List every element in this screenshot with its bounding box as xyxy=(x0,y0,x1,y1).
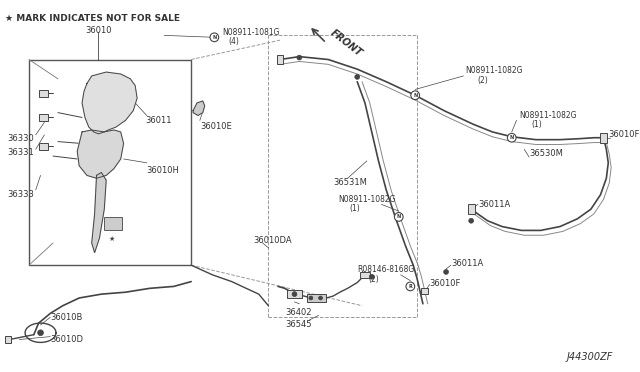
Bar xyxy=(38,143,48,150)
Text: N: N xyxy=(509,135,514,140)
Circle shape xyxy=(394,212,403,221)
Text: (2): (2) xyxy=(477,76,488,85)
Text: 36010F: 36010F xyxy=(608,130,639,139)
Text: 36010D: 36010D xyxy=(50,335,83,344)
Polygon shape xyxy=(77,130,124,178)
Text: (1): (1) xyxy=(349,204,360,214)
Text: N08911-1082G: N08911-1082G xyxy=(520,111,577,120)
Circle shape xyxy=(309,296,313,300)
Text: ★ MARK INDICATES NOT FOR SALE: ★ MARK INDICATES NOT FOR SALE xyxy=(5,14,180,23)
Text: FRONT: FRONT xyxy=(328,28,364,58)
Circle shape xyxy=(508,134,516,142)
Polygon shape xyxy=(193,101,205,116)
Text: 36010DA: 36010DA xyxy=(253,236,292,245)
Text: 36402: 36402 xyxy=(285,308,311,317)
Text: 36333: 36333 xyxy=(8,190,35,199)
Circle shape xyxy=(509,135,514,140)
Polygon shape xyxy=(82,72,137,134)
Text: N: N xyxy=(413,93,417,98)
Polygon shape xyxy=(92,173,106,253)
Bar xyxy=(468,204,474,214)
Circle shape xyxy=(369,274,374,279)
Bar xyxy=(38,90,48,97)
Text: 36331: 36331 xyxy=(8,148,35,157)
Text: N08911-1081G: N08911-1081G xyxy=(222,28,280,37)
Text: 36531M: 36531M xyxy=(333,178,367,187)
Text: R08146-8168G: R08146-8168G xyxy=(357,265,415,274)
Circle shape xyxy=(297,55,301,60)
Bar xyxy=(600,133,607,142)
Circle shape xyxy=(444,270,449,274)
Circle shape xyxy=(319,296,323,300)
Circle shape xyxy=(292,292,297,296)
Text: N08911-1082G: N08911-1082G xyxy=(465,66,523,75)
Text: 36011A: 36011A xyxy=(478,199,510,209)
Bar xyxy=(104,217,122,230)
Bar xyxy=(276,55,284,64)
Text: 36330: 36330 xyxy=(8,134,35,143)
Text: 36010E: 36010E xyxy=(200,122,232,131)
Text: (2): (2) xyxy=(369,275,380,284)
Text: (4): (4) xyxy=(229,37,240,46)
Bar xyxy=(422,288,428,294)
Circle shape xyxy=(355,74,360,79)
Text: J44300ZF: J44300ZF xyxy=(567,352,613,362)
Text: 36010: 36010 xyxy=(85,26,112,35)
Text: 36011A: 36011A xyxy=(451,259,483,268)
Text: ★: ★ xyxy=(108,236,115,242)
Text: 36010B: 36010B xyxy=(50,314,83,323)
Text: 36545: 36545 xyxy=(285,320,311,329)
Text: N08911-1082G: N08911-1082G xyxy=(338,195,396,204)
Circle shape xyxy=(411,91,419,100)
Bar xyxy=(287,290,301,298)
Text: 36010H: 36010H xyxy=(147,166,180,175)
Text: N: N xyxy=(397,214,401,219)
Bar xyxy=(38,114,48,121)
Bar xyxy=(5,336,11,343)
Bar xyxy=(360,272,370,278)
Text: 36010F: 36010F xyxy=(429,279,461,288)
Text: 36530M: 36530M xyxy=(529,149,563,158)
Text: 36011: 36011 xyxy=(145,116,172,125)
Text: R: R xyxy=(408,284,412,289)
Circle shape xyxy=(210,33,219,42)
Text: (1): (1) xyxy=(531,121,542,129)
Circle shape xyxy=(468,218,474,223)
Bar xyxy=(307,294,326,302)
Bar xyxy=(29,60,191,265)
Circle shape xyxy=(406,282,415,291)
Text: N: N xyxy=(212,35,216,40)
Circle shape xyxy=(38,330,44,336)
